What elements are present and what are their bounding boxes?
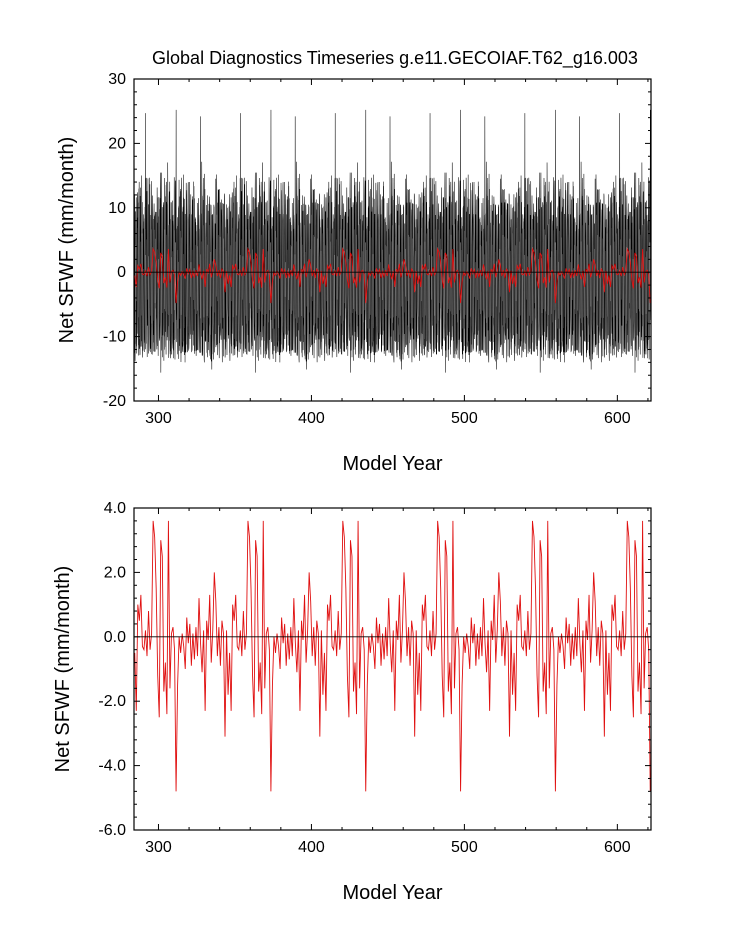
- series-line-0: [134, 520, 651, 792]
- y-tick-label: -10: [103, 329, 126, 346]
- x-tick-label: 500: [451, 839, 478, 856]
- top-panel: 300 400 500 600 -20 -10 0 10 20 30 Model Year Net S…: [56, 71, 652, 475]
- series-line-0: [134, 109, 651, 373]
- x-tick-label: 300: [145, 839, 172, 856]
- x-tick-label: 400: [298, 839, 325, 856]
- x-tick-label: 600: [604, 839, 631, 856]
- x-axis-label: Model Year: [342, 882, 442, 904]
- series-line-1: [134, 247, 651, 304]
- plot-frame: [133, 78, 652, 402]
- y-tick-label: 0: [117, 264, 126, 281]
- y-tick-label: -20: [103, 393, 126, 410]
- y-tick-label: 30: [108, 71, 126, 88]
- bottom-panel: 300 400 500 600 -6.0 -4.0 -2.0 0.0 2.0 4.0 Model Y…: [52, 500, 652, 904]
- y-tick-label: -6.0: [98, 822, 126, 839]
- x-tick-label: 600: [604, 410, 631, 427]
- y-tick-label: 0.0: [104, 629, 126, 646]
- chart-title: Global Diagnostics Timeseries g.e11.GECO…: [152, 48, 638, 69]
- y-axis-label: Net SFWF (mm/month): [52, 566, 74, 773]
- y-tick-label: 2.0: [104, 564, 126, 581]
- y-tick-label: -2.0: [98, 693, 126, 710]
- y-axis-label: Net SFWF (mm/month): [56, 137, 78, 344]
- y-tick-label: 20: [108, 135, 126, 152]
- y-tick-label: 10: [108, 200, 126, 217]
- series-group: [134, 109, 651, 373]
- y-tick-label: 4.0: [104, 500, 126, 517]
- plot-frame: [133, 507, 652, 831]
- x-tick-label: 300: [145, 410, 172, 427]
- x-axis-label: Model Year: [342, 453, 442, 475]
- x-tick-label: 500: [451, 410, 478, 427]
- series-group: [134, 520, 651, 792]
- x-tick-label: 400: [298, 410, 325, 427]
- y-tick-label: -4.0: [98, 758, 126, 775]
